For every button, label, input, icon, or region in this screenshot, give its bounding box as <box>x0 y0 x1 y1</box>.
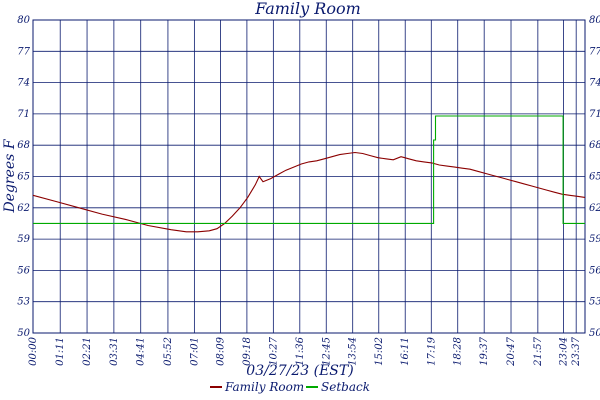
series-line-0 <box>32 151 586 233</box>
x-tick-label: 05:52 <box>163 337 174 366</box>
x-tick-label: 20:47 <box>506 336 517 366</box>
y-tick-label: 71 <box>17 109 30 120</box>
x-tick-label: 00:00 <box>28 336 39 365</box>
x-tick-label: 08:09 <box>215 336 226 365</box>
y-tick-label-right: 50 <box>589 328 600 339</box>
x-tick-label: 07:01 <box>189 337 200 366</box>
y-tick-label: 56 <box>17 265 30 276</box>
y-tick-label-right: 56 <box>589 265 600 276</box>
x-tick-label: 01:11 <box>55 337 66 366</box>
x-tick-label: 04:41 <box>136 337 147 366</box>
x-tick-label: 15:02 <box>374 337 385 366</box>
legend-label: Setback <box>321 380 370 394</box>
series-line-1 <box>33 115 585 224</box>
y-tick-label-right: 71 <box>589 109 600 120</box>
x-axis-label: 03/27/23 (EST) <box>246 363 353 379</box>
y-tick-label: 59 <box>17 234 30 245</box>
y-tick-label-right: 53 <box>589 297 600 308</box>
y-tick-label: 68 <box>17 140 30 151</box>
x-tick-label: 17:19 <box>426 336 437 365</box>
x-tick-label: 03:31 <box>109 337 120 366</box>
x-tick-label: 19:37 <box>479 336 490 365</box>
grid-lines <box>32 19 585 334</box>
y-tick-label-right: 74 <box>589 78 600 89</box>
y-tick-labels-left: 50 53 56 59 62 65 68 71 74 77 80 <box>17 15 30 339</box>
legend: Family Room Setback <box>210 380 370 394</box>
y-tick-labels-right: 50 53 56 59 62 65 68 71 74 77 80 <box>589 15 600 339</box>
y-tick-label: 80 <box>17 15 30 26</box>
y-tick-label-right: 80 <box>589 15 600 26</box>
legend-label: Family Room <box>224 380 304 394</box>
x-tick-label: 12:45 <box>321 337 332 366</box>
y-tick-label-right: 77 <box>589 46 600 57</box>
x-tick-label: 13:54 <box>348 337 359 366</box>
y-tick-label: 53 <box>17 297 30 308</box>
y-tick-label: 50 <box>17 328 30 339</box>
x-tick-label: 23:04 <box>559 337 570 367</box>
x-tick-label: 16:11 <box>400 337 411 366</box>
y-tick-label-right: 65 <box>589 172 600 183</box>
y-tick-label: 65 <box>17 172 30 183</box>
x-tick-label: 23:37 <box>571 336 582 366</box>
y-tick-label-right: 59 <box>589 234 600 245</box>
x-tick-label: 10:27 <box>268 336 279 365</box>
y-axis-label: Degrees F <box>2 138 18 213</box>
chart-title: Family Room <box>254 0 361 18</box>
y-tick-label-right: 68 <box>589 140 600 151</box>
y-tick-label-right: 62 <box>589 203 600 214</box>
y-tick-label: 74 <box>17 78 30 89</box>
x-tick-labels: 00:00 01:11 02:21 03:31 04:41 05:52 07:01 08:09… <box>28 336 582 366</box>
x-tick-label: 02:21 <box>82 337 93 366</box>
series-lines <box>32 115 586 233</box>
y-tick-label: 62 <box>17 203 30 214</box>
x-tick-label: 18:28 <box>453 337 464 366</box>
x-tick-label: 21:57 <box>533 336 544 366</box>
y-tick-label: 77 <box>17 46 30 57</box>
x-tick-label: 11:36 <box>295 336 306 365</box>
x-tick-label: 09:18 <box>242 337 253 366</box>
